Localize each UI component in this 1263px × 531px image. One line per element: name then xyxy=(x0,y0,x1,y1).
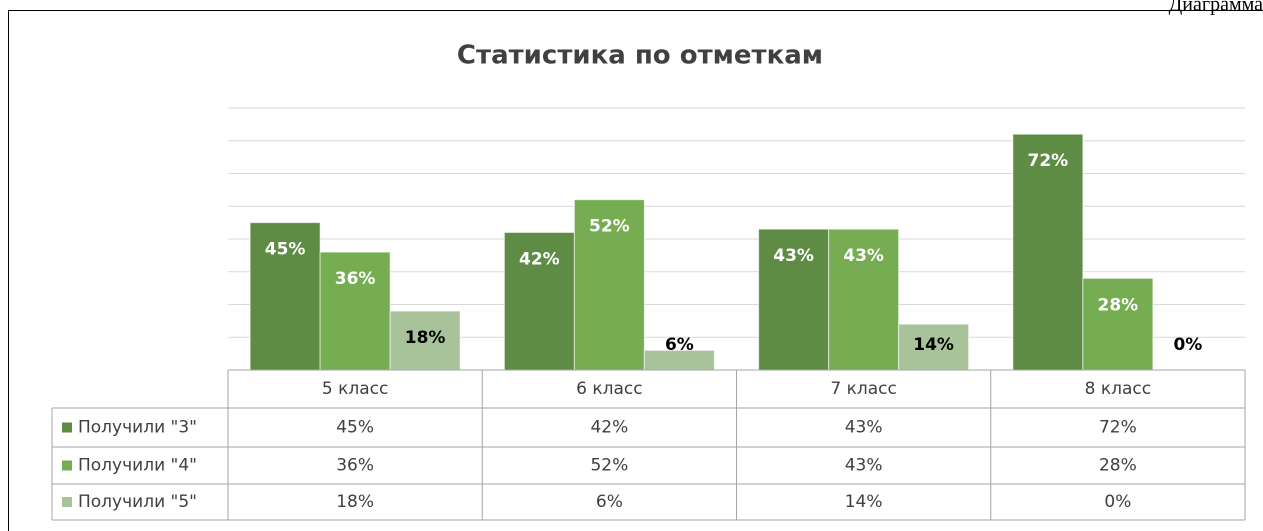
table-cell: 43% xyxy=(845,418,883,438)
legend-swatch xyxy=(62,422,72,433)
data-label: 28% xyxy=(1098,295,1139,315)
data-label: 18% xyxy=(405,328,446,348)
legend-label: Получили "5" xyxy=(78,492,197,512)
bar xyxy=(573,199,645,371)
legend-label: Получили "4" xyxy=(78,456,197,476)
table-cell: 18% xyxy=(336,492,374,512)
table-cell: 45% xyxy=(336,418,374,438)
chart-title: Статистика по отметкам xyxy=(457,41,823,71)
data-label: 43% xyxy=(843,246,884,266)
table-cell: 52% xyxy=(590,456,628,476)
legend-swatch xyxy=(62,497,72,507)
table-cell: 6% xyxy=(596,492,623,512)
bar xyxy=(389,310,461,371)
data-label: 52% xyxy=(589,217,630,237)
data-label: 42% xyxy=(519,249,560,269)
data-label: 72% xyxy=(1028,151,1069,171)
table-cell: 36% xyxy=(336,456,374,476)
table-cell: 72% xyxy=(1099,418,1137,438)
legend-swatch xyxy=(62,460,72,471)
bar xyxy=(1012,133,1084,371)
bar xyxy=(1082,277,1154,371)
bar xyxy=(828,228,900,371)
table-cell: 28% xyxy=(1099,456,1137,476)
caption: Диаграмма xyxy=(1169,0,1263,16)
table-cell: 0% xyxy=(1104,492,1131,512)
data-label: 43% xyxy=(773,246,814,266)
x-tick-label: 6 класс xyxy=(576,379,642,399)
table-cell: 43% xyxy=(845,456,883,476)
data-label: 0% xyxy=(1173,335,1202,355)
data-label: 14% xyxy=(913,335,954,355)
data-label: 6% xyxy=(665,335,694,355)
x-tick-label: 7 класс xyxy=(830,379,896,399)
table-cell: 42% xyxy=(590,418,628,438)
x-tick-label: 8 класс xyxy=(1085,379,1151,399)
table-cell: 14% xyxy=(845,492,883,512)
x-tick-label: 5 класс xyxy=(322,379,388,399)
bar xyxy=(898,323,970,371)
chart-frame xyxy=(8,10,1263,531)
data-label: 45% xyxy=(265,240,306,260)
legend-label: Получили "3" xyxy=(78,418,197,438)
data-label: 36% xyxy=(335,269,376,289)
